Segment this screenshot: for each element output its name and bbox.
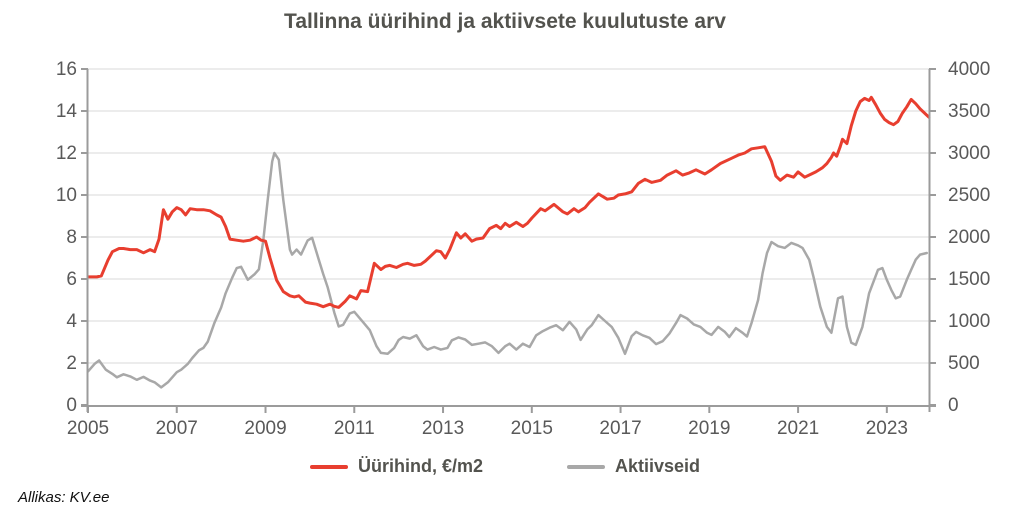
legend-line-icon (309, 464, 348, 469)
x-tick-label: 2015 (511, 418, 553, 439)
y-right-tick-label: 1500 (948, 269, 990, 290)
source-note: Allikas: KV.ee (18, 489, 110, 506)
legend-item-uurihind: Üürihind, €/m2 (309, 456, 483, 477)
y-right-tick-label: 0 (948, 395, 959, 416)
y-right-tick-label: 4000 (948, 59, 990, 80)
chart-legend: Üürihind, €/m2 Aktiivseid (0, 456, 1010, 477)
y-left-tick-label: 10 (56, 185, 77, 206)
y-left-tick-label: 8 (66, 227, 77, 248)
x-tick-label: 2019 (688, 418, 730, 439)
x-tick-label: 2011 (334, 418, 375, 439)
y-left-tick-label: 12 (56, 143, 77, 164)
x-tick-label: 2017 (599, 418, 641, 439)
y-right-tick-label: 1000 (948, 311, 990, 332)
y-left-tick-label: 2 (66, 353, 77, 374)
series-line-uurihind (86, 95, 931, 309)
y-right-tick-label: 500 (948, 353, 980, 374)
y-left-tick-label: 14 (56, 101, 78, 122)
y-right-tick-label: 2500 (948, 185, 990, 206)
legend-label: Üürihind, €/m2 (357, 456, 483, 476)
y-right-tick-label: 3000 (948, 143, 990, 164)
chart-title: Tallinna üürihind ja aktiivsete kuulutus… (284, 10, 726, 33)
legend-item-aktiivseid: Aktiivseid (566, 456, 701, 477)
x-tick-label: 2009 (244, 418, 286, 439)
y-left-tick-label: 16 (56, 59, 77, 80)
x-tick-label: 2021 (777, 418, 819, 439)
x-tick-label: 2013 (422, 418, 464, 439)
series-line-aktiivseid (86, 151, 929, 389)
y-left-tick-label: 4 (66, 311, 77, 332)
x-tick-label: 2005 (67, 418, 109, 439)
x-tick-label: 2007 (156, 418, 198, 439)
legend-line-icon (566, 464, 605, 469)
y-right-tick-label: 3500 (948, 101, 990, 122)
y-left-tick-label: 0 (66, 395, 77, 416)
legend-label: Aktiivseid (614, 456, 701, 476)
x-tick-label: 2023 (866, 418, 908, 439)
y-left-tick-label: 6 (66, 269, 77, 290)
y-right-tick-label: 2000 (948, 227, 990, 248)
